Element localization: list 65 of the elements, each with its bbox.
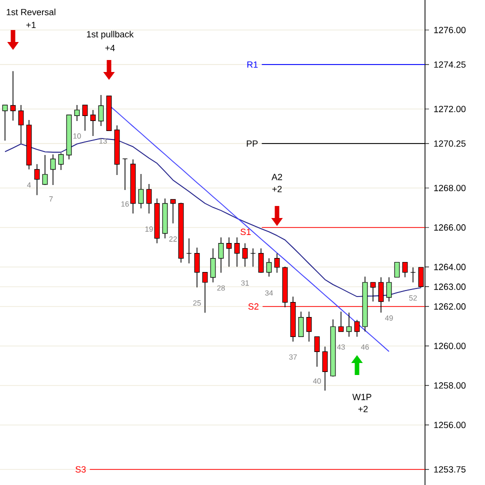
candlestick xyxy=(50,154,56,186)
candlestick xyxy=(202,272,208,314)
y-tick-label: 1272.00 xyxy=(434,106,466,112)
y-tick-label: 1276.00 xyxy=(434,26,466,34)
candlestick xyxy=(274,252,280,274)
candlestick xyxy=(314,336,320,368)
ref-line-label: S3 xyxy=(76,466,86,473)
ref-line-label: PP xyxy=(246,140,258,147)
candlestick xyxy=(18,104,24,144)
candlestick xyxy=(242,242,248,268)
annotation: +1 xyxy=(26,22,36,28)
candlestick xyxy=(194,247,200,288)
y-tick-label: 1264.00 xyxy=(434,264,466,270)
annotation: +2 xyxy=(358,406,368,412)
annotation: 1st pullback xyxy=(87,30,134,40)
annotation: +2 xyxy=(272,186,282,192)
candlestick xyxy=(354,320,360,338)
candlestick xyxy=(2,104,8,141)
annotation: A2 xyxy=(272,174,282,180)
candlestick xyxy=(306,311,312,342)
candlestick xyxy=(402,262,408,278)
y-tick-label: 1262.00 xyxy=(434,303,466,310)
candlestick xyxy=(394,262,400,278)
y-tick-label: 1266.00 xyxy=(434,224,466,231)
candlestick xyxy=(34,164,40,196)
candlestick xyxy=(250,248,256,268)
candlestick xyxy=(226,236,232,268)
candlestick xyxy=(170,199,176,224)
candlestick xyxy=(266,258,272,278)
y-tick-label: 1274.25 xyxy=(434,61,466,68)
candlestick xyxy=(234,236,240,268)
candlestick xyxy=(410,266,416,283)
candlestick xyxy=(146,184,152,214)
candlestick xyxy=(138,174,144,209)
candlestick xyxy=(58,152,64,170)
candlestick xyxy=(218,236,224,274)
y-tick-label: 1263.00 xyxy=(434,284,466,290)
ref-line-label: R1 xyxy=(247,61,258,68)
candlestick xyxy=(82,104,88,132)
candlestick xyxy=(74,104,80,122)
candlestick xyxy=(122,158,128,190)
annotation: +4 xyxy=(105,44,115,52)
annotation: 1st Reversal xyxy=(6,8,56,16)
y-tick-label: 1258.00 xyxy=(434,382,466,389)
candlestick xyxy=(10,70,16,122)
y-tick-label: 1260.00 xyxy=(434,342,466,350)
candlestick xyxy=(370,282,376,302)
y-tick-label: 1256.00 xyxy=(434,422,466,428)
candlestick xyxy=(42,154,48,186)
candlestick xyxy=(186,238,192,264)
annotation: W1P xyxy=(352,394,372,400)
candlestick xyxy=(258,248,264,274)
candlestick xyxy=(98,94,104,126)
y-tick-label: 1253.75 xyxy=(434,466,466,473)
candlestick xyxy=(298,311,304,338)
candlestick xyxy=(386,276,392,302)
candlestick xyxy=(210,248,216,283)
candlestick xyxy=(346,312,352,338)
y-tick-label: 1268.00 xyxy=(434,184,466,192)
candlestick xyxy=(322,346,328,392)
ref-line-label: S1 xyxy=(240,228,251,236)
y-tick-label: 1270.25 xyxy=(434,140,466,147)
candlestick xyxy=(90,110,96,136)
candlestick xyxy=(338,311,344,332)
ref-line-label: S2 xyxy=(248,303,258,310)
